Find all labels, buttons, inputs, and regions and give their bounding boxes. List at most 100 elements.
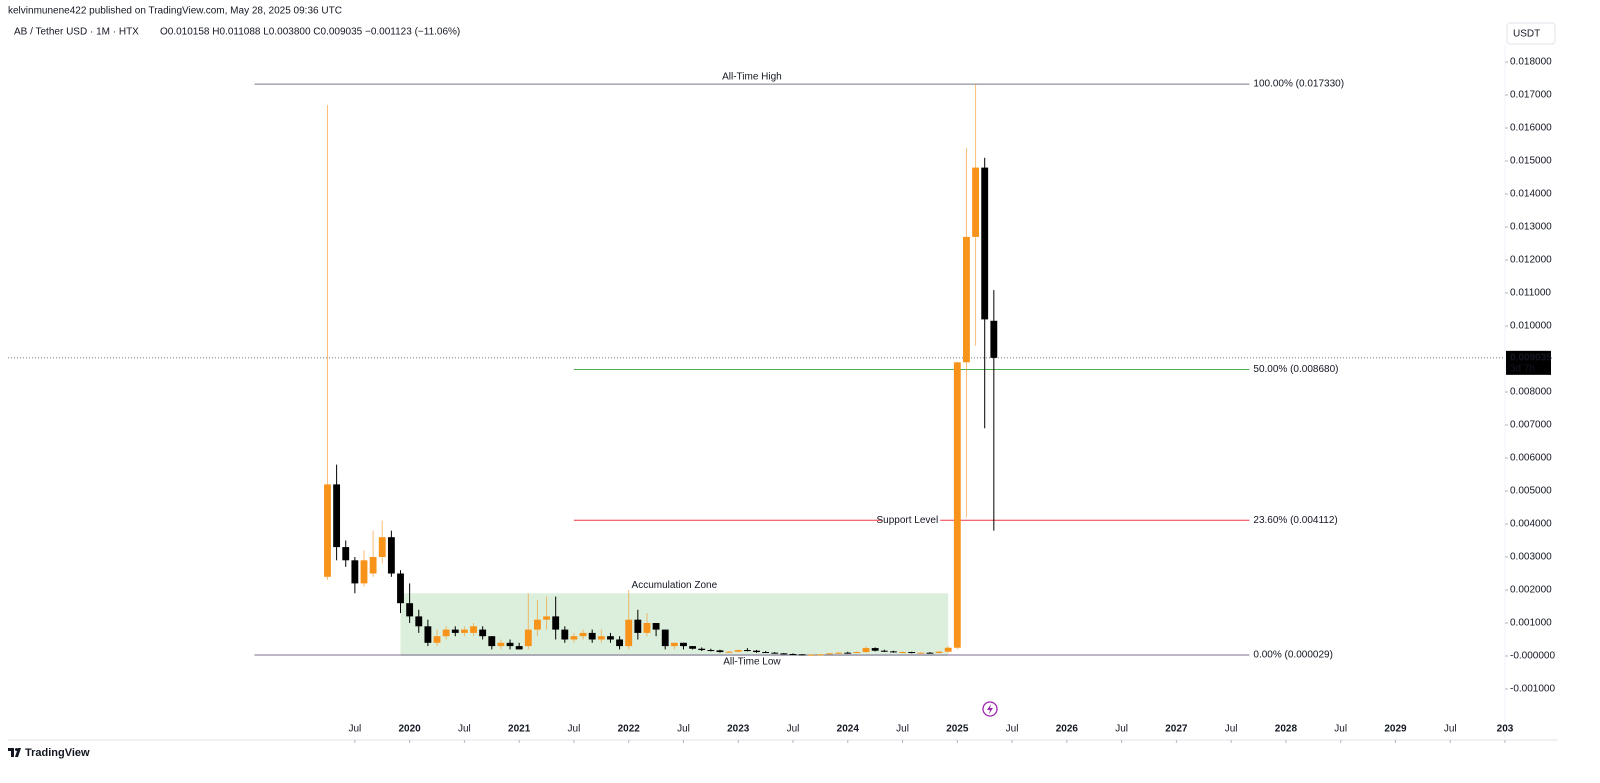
candle-body: [588, 632, 596, 640]
symbol: AB / Tether USD · 1M · HTX: [14, 27, 139, 38]
candle-body: [798, 654, 806, 656]
fib-label: 0.00% (0.000029): [1253, 650, 1333, 661]
x-tick-label: 2021: [508, 724, 531, 735]
candle-body: [789, 654, 797, 656]
y-tick-label: 0.008000: [1510, 387, 1552, 398]
brand-logo: [8, 748, 21, 757]
y-tick-label: 0.017000: [1510, 90, 1552, 101]
x-tick-label: 2029: [1384, 724, 1407, 735]
y-tick-label: 0.007000: [1510, 420, 1552, 431]
candle-body: [853, 652, 861, 654]
candle-body: [826, 653, 833, 655]
candle-body: [689, 646, 697, 649]
currency-button[interactable]: [1506, 22, 1556, 45]
event-bolt: [987, 704, 993, 714]
candle-body: [607, 636, 614, 640]
currency-label[interactable]: USDT: [1513, 29, 1540, 40]
candle-body: [707, 650, 715, 652]
y-tick-label: 0.004000: [1510, 519, 1552, 530]
x-tick-label: Jul: [1334, 724, 1347, 735]
candle-body: [844, 652, 852, 654]
y-tick-label: -0.001000: [1510, 684, 1555, 695]
x-tick-label: 2025: [946, 724, 969, 735]
candle-body: [534, 619, 541, 630]
candle-body: [753, 650, 760, 653]
candle-body: [762, 652, 770, 654]
y-tick-label: 0.013000: [1510, 222, 1552, 233]
candle-body: [743, 650, 751, 652]
candle-body: [643, 622, 651, 633]
candle-body: [652, 622, 660, 630]
candle-body: [369, 556, 377, 574]
x-tick-label: Jul: [896, 724, 909, 735]
x-tick-label: 2026: [1056, 724, 1079, 735]
fib-label: 100.00% (0.017330): [1253, 79, 1344, 90]
x-tick-label: Jul: [568, 724, 581, 735]
candle-body: [616, 639, 624, 647]
candle-body: [880, 650, 888, 652]
candle-body: [378, 537, 386, 557]
y-tick-label: 0.012000: [1510, 255, 1552, 266]
candle-body: [579, 632, 587, 637]
annotation: All-Time High: [722, 72, 782, 83]
x-tick-label: Jul: [677, 724, 690, 735]
y-tick-label: 0.014000: [1510, 189, 1552, 200]
x-tick-label: 2028: [1275, 724, 1298, 735]
candle-body: [944, 647, 952, 652]
candle-body: [935, 651, 943, 654]
candle-body: [972, 167, 979, 237]
candle-body: [661, 629, 669, 647]
candle-body: [424, 626, 432, 643]
candle-body: [552, 616, 560, 630]
candle-body: [333, 484, 341, 548]
y-tick-label: 0.010000: [1510, 321, 1552, 332]
candle-body: [570, 636, 578, 640]
x-tick-label: Jul: [1225, 724, 1238, 735]
candle-body: [488, 636, 496, 647]
candle-body: [899, 652, 906, 654]
candle-body: [953, 362, 961, 648]
candle-body: [716, 650, 724, 653]
annotation: Support Level: [876, 515, 938, 526]
candle-body: [771, 652, 779, 654]
candle-body: [670, 642, 678, 647]
candle-body: [515, 646, 523, 650]
candle-body: [698, 648, 706, 651]
candle-body: [917, 652, 925, 654]
ohlc: O0.010158 H0.011088 L0.003800 C0.009035 …: [160, 27, 460, 38]
candle-body: [625, 619, 633, 647]
candle-body: [351, 560, 359, 584]
candle-body: [497, 642, 505, 647]
last-price-badge: [1506, 350, 1551, 375]
x-tick-label: Jul: [1006, 724, 1019, 735]
candle-body: [433, 636, 441, 643]
candle-body: [460, 629, 468, 633]
brand: TradingView: [25, 747, 90, 759]
candle-body: [981, 167, 989, 320]
countdown-label: 3d 7h: [1510, 363, 1535, 374]
y-tick-label: 0.005000: [1510, 486, 1552, 497]
candle-body: [734, 650, 742, 652]
candle-body: [926, 652, 934, 654]
candle-body: [597, 636, 605, 640]
x-tick-label: 203: [1497, 724, 1514, 735]
candle-body: [415, 616, 423, 627]
candle-body: [342, 547, 350, 561]
y-tick-label: -0.000000: [1510, 651, 1555, 662]
candle-body: [387, 537, 395, 574]
x-tick-label: 2022: [618, 724, 641, 735]
candle-body: [451, 629, 459, 633]
zone-label: Accumulation Zone: [632, 580, 718, 591]
candle-body: [479, 629, 487, 637]
x-tick-label: Jul: [458, 724, 471, 735]
candle-body: [324, 484, 331, 577]
x-tick-label: Jul: [348, 724, 361, 735]
y-tick-label: 0.016000: [1510, 123, 1552, 134]
candle-body: [862, 648, 870, 653]
candle-body: [807, 654, 815, 656]
annotation-bg: [882, 514, 941, 527]
x-tick-label: 2027: [1165, 724, 1188, 735]
candle-body: [835, 652, 843, 654]
